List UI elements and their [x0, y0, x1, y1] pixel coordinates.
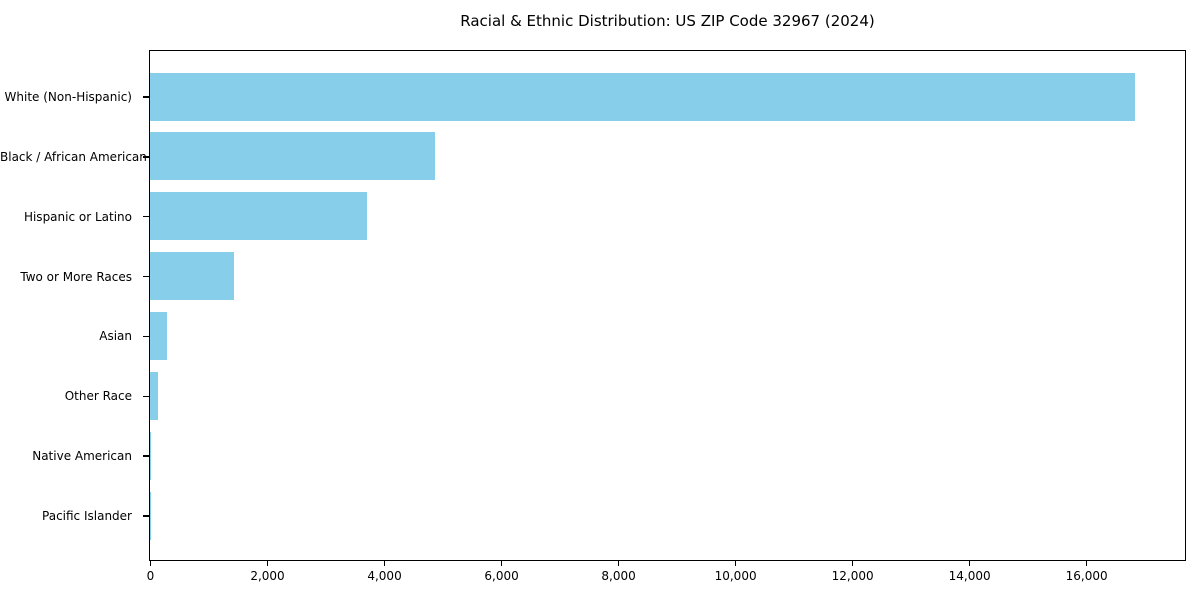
- x-axis-tick-label: 12,000: [831, 569, 874, 583]
- y-axis-label: Asian: [99, 329, 132, 344]
- y-axis-tick: [143, 395, 149, 398]
- bar-two-or-more-races: [150, 252, 235, 301]
- x-axis-tick: [968, 561, 971, 566]
- x-axis-tick: [734, 561, 737, 566]
- x-axis-tick: [149, 561, 152, 566]
- x-axis-tick-label: 6,000: [484, 569, 519, 583]
- x-axis-tick: [851, 561, 854, 566]
- x-axis-tick-label: 2,000: [250, 569, 285, 583]
- plot-area: [149, 50, 1186, 561]
- chart-title: Racial & Ethnic Distribution: US ZIP Cod…: [460, 12, 875, 30]
- y-axis-tick: [143, 335, 149, 338]
- y-axis-tick: [143, 156, 149, 158]
- bar-hispanic-or-latino: [150, 192, 368, 241]
- y-axis-label: Hispanic or Latino: [23, 209, 132, 224]
- y-axis-labels: White (Non-Hispanic) Black / African Amer…: [0, 50, 147, 561]
- y-axis-label: Black / African American: [0, 149, 147, 164]
- y-axis-tick: [143, 515, 149, 517]
- x-axis-tick: [383, 561, 386, 566]
- x-axis-tick: [617, 561, 620, 566]
- x-axis-tick: [1085, 561, 1088, 566]
- x-axis-tick-label: 4,000: [367, 569, 402, 583]
- x-axis-tick-label: 10,000: [714, 569, 757, 583]
- y-axis-tick: [143, 455, 149, 457]
- bar-black-african-american: [150, 132, 435, 181]
- x-axis-tick-label: 0: [146, 569, 155, 583]
- x-axis-tick: [266, 561, 269, 566]
- y-axis-tick: [143, 215, 149, 218]
- y-axis-tick: [143, 275, 149, 278]
- x-axis-tick-label: 8,000: [601, 569, 636, 583]
- bar-native-american: [150, 431, 152, 480]
- bar-other-race: [150, 371, 158, 420]
- y-axis-tick: [143, 96, 149, 98]
- y-axis-label: Native American: [32, 449, 132, 464]
- y-axis-label: Two or More Races: [20, 269, 132, 284]
- x-axis-tick-label: 16,000: [1065, 569, 1108, 583]
- y-axis-label: Pacific Islander: [42, 509, 132, 524]
- bar-white-non-hispanic: [150, 72, 1135, 121]
- x-axis-tick: [500, 561, 503, 566]
- y-axis-label: White (Non-Hispanic): [4, 90, 132, 104]
- x-axis-tick-label: 14,000: [948, 569, 991, 583]
- bar-asian: [150, 311, 167, 360]
- y-axis-label: Other Race: [64, 389, 132, 404]
